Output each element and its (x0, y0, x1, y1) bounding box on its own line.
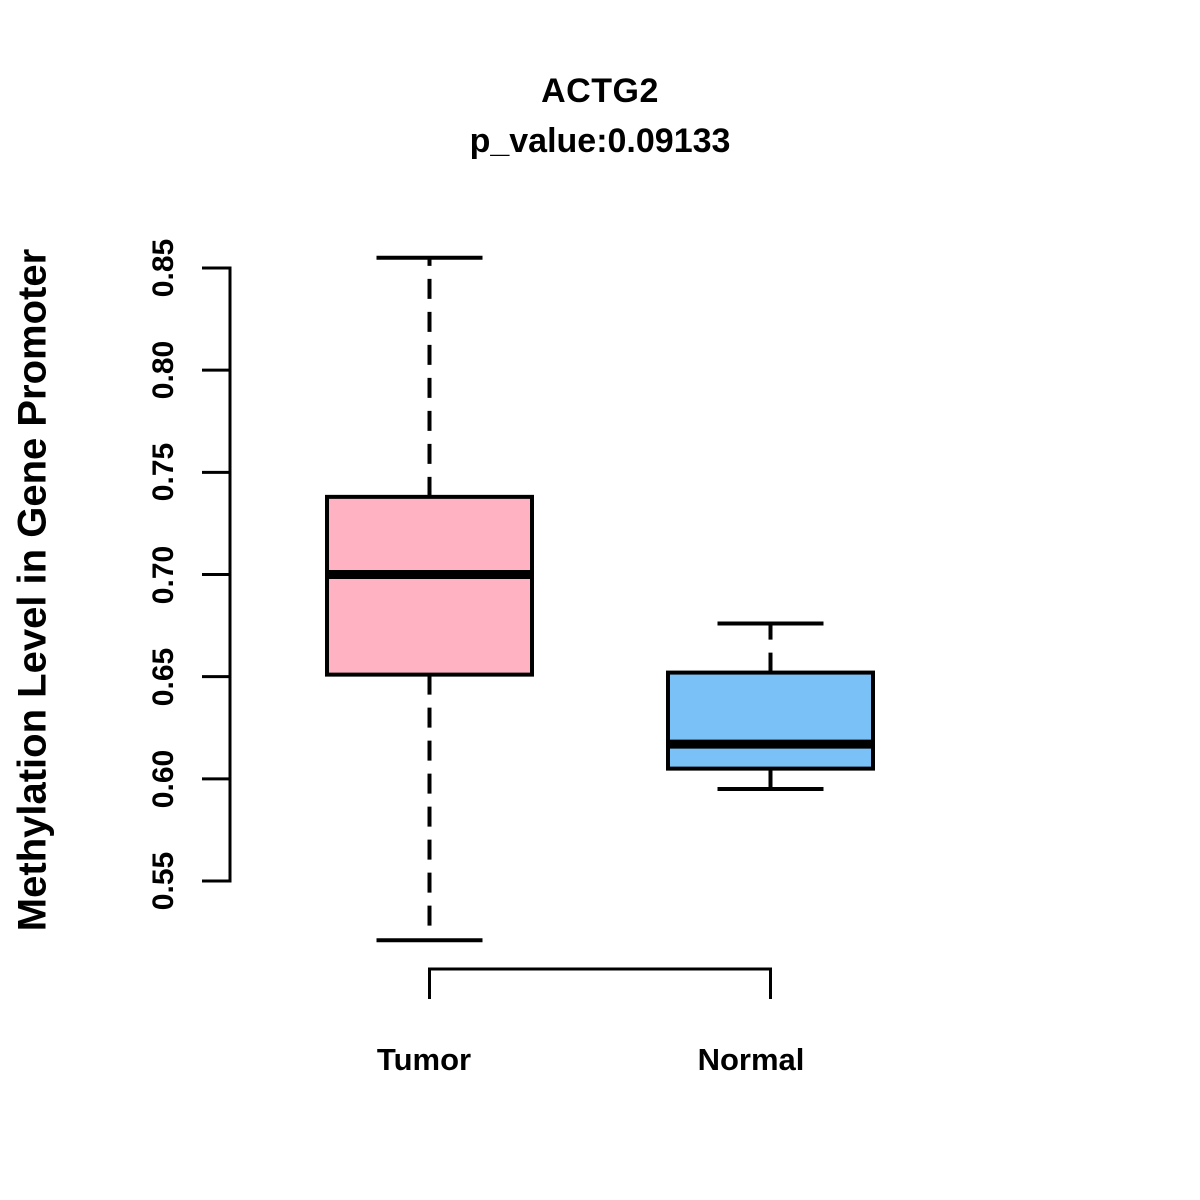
y-tick-label: 0.75 (147, 443, 180, 502)
y-tick-label: 0.70 (147, 545, 180, 604)
y-tick-label: 0.60 (147, 749, 180, 809)
tumor-box (325, 494, 534, 677)
normal-box (666, 670, 875, 771)
chart-title: ACTG2 (541, 72, 659, 110)
y-tick-label: 0.65 (147, 647, 180, 706)
comparison-bracket (428, 967, 772, 999)
x-category-label-normal: Normal (697, 1042, 805, 1077)
x-category-label-tumor: Tumor (376, 1042, 472, 1077)
chart-subtitle: p_value:0.09133 (469, 122, 731, 160)
y-tick-label: 0.55 (147, 851, 180, 911)
y-tick-label: 0.80 (147, 340, 180, 400)
y-tick-label: 0.85 (147, 238, 180, 298)
